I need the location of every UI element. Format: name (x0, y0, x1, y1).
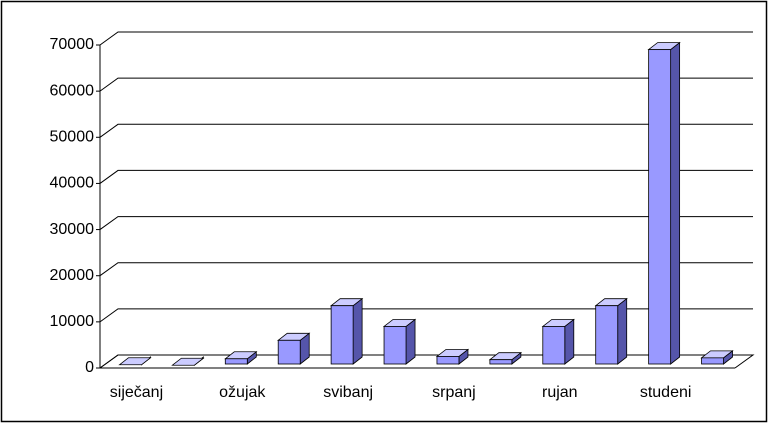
bar (224, 350, 258, 365)
bar-front (595, 305, 619, 365)
bar (541, 318, 575, 365)
y-tick-label: 60000 (50, 82, 95, 99)
bar-side (564, 318, 575, 365)
grid-line (99, 216, 753, 230)
y-tick-label: 50000 (50, 129, 95, 146)
y-tick-label: 70000 (50, 36, 95, 53)
grid-line (99, 31, 753, 46)
grid-line (99, 308, 753, 323)
bar-top (118, 357, 152, 366)
grid-line (99, 123, 753, 138)
bar (277, 332, 311, 365)
x-tick-label: siječanj (110, 384, 163, 401)
bar (700, 350, 734, 365)
bar-side (617, 297, 628, 365)
x-tick-label: rujan (542, 384, 578, 401)
bar-side (670, 41, 681, 365)
bar (435, 348, 470, 365)
grid-line (99, 354, 753, 369)
bar-front (701, 357, 724, 365)
y-tick-label: 10000 (50, 313, 95, 330)
bar (171, 356, 205, 367)
x-tick-label: srpanj (432, 384, 476, 401)
bar-front (489, 359, 513, 365)
grid-line (99, 77, 753, 92)
bar-front (224, 358, 248, 365)
y-tick-label: 30000 (50, 221, 95, 238)
bar (118, 356, 152, 366)
bar-front (330, 305, 354, 365)
y-tick-label: 20000 (50, 267, 95, 284)
bar-front (436, 356, 460, 365)
grid-line (99, 262, 753, 277)
x-tick-label: ožujak (219, 384, 266, 401)
bar-side (405, 318, 416, 365)
bar (647, 41, 681, 365)
y-tick-label: 40000 (50, 175, 95, 192)
bar (382, 318, 417, 365)
bar-top (171, 357, 205, 366)
x-tick-label: studeni (640, 384, 692, 401)
bar-front (277, 339, 301, 365)
bar-front (542, 326, 566, 365)
bar (329, 297, 364, 365)
bar-front (648, 49, 672, 365)
bar (488, 351, 523, 365)
y-tick-label: 0 (85, 359, 94, 376)
grid-line (99, 169, 753, 184)
bar-front (383, 326, 407, 365)
x-tick-label: svibanj (323, 384, 373, 401)
bar (594, 297, 628, 365)
bar-side (352, 297, 363, 365)
